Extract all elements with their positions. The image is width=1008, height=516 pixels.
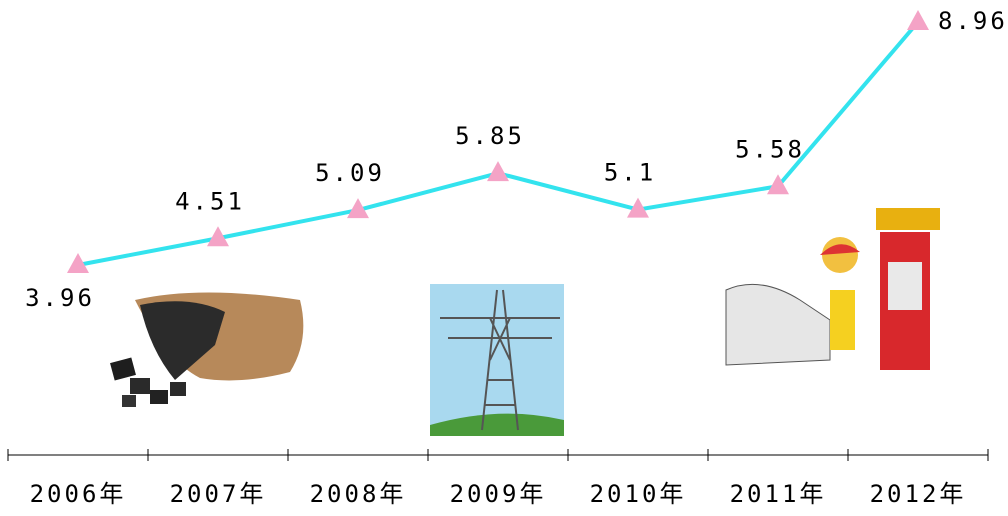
x-tick-label: 2008年 (310, 480, 407, 508)
x-tick-label: 2006年 (30, 480, 127, 508)
marker (67, 253, 89, 273)
value-label: 4.51 (175, 187, 245, 215)
x-tick-label: 2010年 (590, 480, 687, 508)
coal-sack-image (110, 292, 304, 407)
value-label: 5.09 (315, 159, 385, 187)
marker (627, 197, 649, 218)
marker (207, 226, 229, 247)
x-tick-label: 2012年 (870, 480, 967, 508)
marker (767, 174, 789, 195)
value-label: 5.85 (455, 122, 525, 150)
value-label: 5.1 (604, 159, 656, 187)
marker (347, 198, 369, 219)
value-label: 8.96 (938, 7, 1008, 35)
power-pylon-image (430, 284, 564, 436)
gas-station-image (724, 208, 940, 370)
value-label: 5.58 (735, 135, 805, 163)
marker (907, 10, 929, 30)
x-tick-label: 2009年 (450, 480, 547, 508)
marker (487, 161, 509, 182)
x-tick-label: 2011年 (730, 480, 827, 508)
x-tick-label: 2007年 (170, 480, 267, 508)
value-label: 3.96 (25, 284, 95, 312)
